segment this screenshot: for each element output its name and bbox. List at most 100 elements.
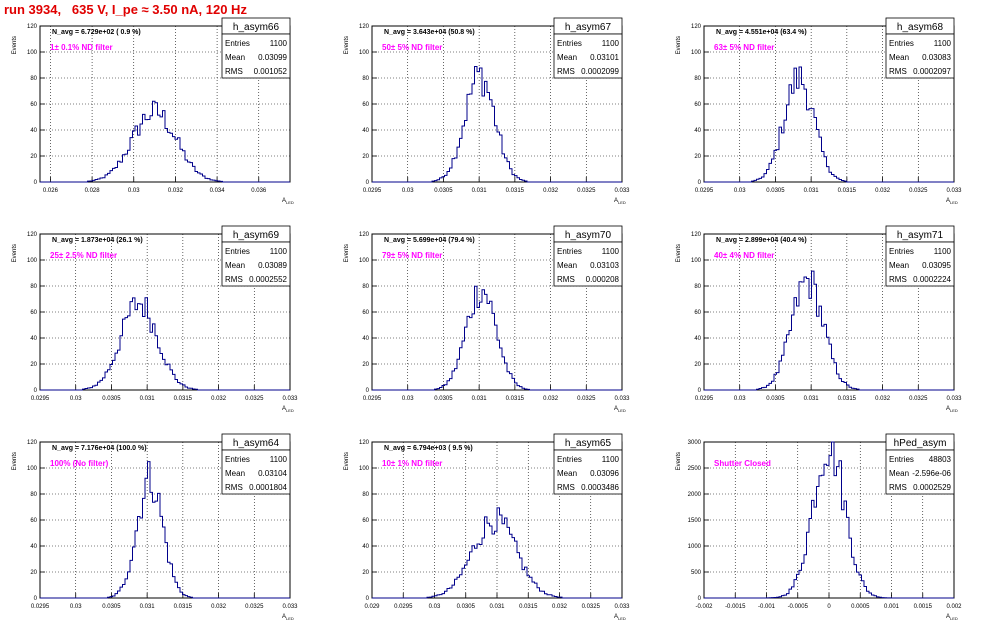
y-axis-label: Events [12, 244, 18, 262]
n-avg-label: N_avg = 3.643e+04 (50.8 %) [384, 29, 475, 36]
histogram-series [704, 66, 954, 183]
x-tick-label: 0.0325 [245, 396, 264, 402]
x-tick-label: 0.0015 [914, 604, 933, 610]
histogram-title: h_asym67 [565, 22, 612, 33]
x-tick-label: 0.031 [140, 604, 156, 610]
histogram-series [40, 461, 290, 599]
stats-value: 0.0003486 [581, 483, 619, 492]
stats-value: 1100 [270, 455, 288, 464]
stats-label: RMS [225, 275, 243, 284]
y-axis-label: Events [12, 452, 18, 470]
x-axis-label: ALED [946, 198, 958, 205]
canvas-title: run 3934, 635 V, I_pe ≈ 3.50 nA, 120 Hz [4, 2, 247, 17]
y-tick-label: 120 [27, 232, 38, 238]
histogram-title: h_asym65 [565, 438, 612, 449]
x-axis-label-sub: LED [950, 200, 958, 205]
y-tick-label: 0 [366, 596, 370, 602]
y-tick-label: 0 [34, 596, 38, 602]
x-axis-label-sub: LED [618, 616, 626, 621]
x-tick-label: 0.03 [429, 604, 441, 610]
y-tick-label: 120 [359, 440, 370, 446]
histogram-series [704, 270, 954, 391]
y-tick-label: 0 [366, 388, 370, 394]
histogram-panel-h_asym66: 0.026 0.028 0.03 0.032 0.034 0.036 0 20 40 60 80 10… [12, 17, 294, 205]
y-tick-label: 100 [691, 50, 702, 56]
n-avg-label: N_avg = 2.899e+04 (40.4 %) [716, 237, 807, 244]
stats-box [221, 449, 291, 495]
histogram-series [372, 507, 622, 599]
stats-value: 0.0002224 [913, 275, 951, 284]
y-tick-label: 80 [30, 76, 37, 82]
n-avg-label: N_avg = 6.729e+02 ( 0.9 %) [52, 29, 141, 36]
x-tick-label: 0.031 [804, 188, 820, 194]
y-tick-label: 20 [30, 154, 37, 160]
x-tick-label: 0.03 [128, 188, 140, 194]
x-axis-label: ALED [946, 406, 958, 413]
x-axis-label: ALED [282, 614, 294, 621]
x-tick-label: 0.0325 [245, 604, 264, 610]
x-tick-label: 0.0295 [31, 604, 50, 610]
y-tick-label: 100 [27, 50, 38, 56]
x-tick-label: 0.0305 [434, 396, 453, 402]
stats-box [553, 241, 623, 287]
y-tick-label: 120 [691, 232, 702, 238]
stats-value: 48803 [929, 455, 952, 464]
y-tick-label: 40 [362, 336, 369, 342]
x-tick-label: 0.0325 [582, 604, 601, 610]
x-tick-label: 0.0295 [363, 396, 382, 402]
stats-box [885, 33, 955, 79]
y-tick-label: 60 [694, 310, 701, 316]
y-tick-label: 40 [30, 544, 37, 550]
x-axis-label: ALED [614, 614, 626, 621]
n-avg-label: N_avg = 6.794e+03 ( 9.5 %) [384, 445, 473, 452]
histogram-panel-h_asym70: 0.0295 0.03 0.0305 0.031 0.0315 0.032 0.0325 0.… [344, 225, 630, 413]
x-tick-label: 0.031 [472, 188, 488, 194]
stats-value: 1100 [270, 247, 288, 256]
stats-value: 1100 [270, 39, 288, 48]
y-tick-label: 0 [34, 180, 38, 186]
y-tick-label: 100 [691, 258, 702, 264]
x-tick-label: 0.0295 [363, 188, 382, 194]
y-tick-label: 120 [27, 440, 38, 446]
histogram-series [372, 285, 622, 391]
stats-label: RMS [225, 483, 243, 492]
histogram-series [704, 441, 954, 599]
x-tick-label: 0.0305 [102, 396, 121, 402]
x-tick-label: 0.0315 [506, 396, 525, 402]
y-tick-label: 60 [362, 102, 369, 108]
y-tick-label: 3000 [688, 440, 702, 446]
y-tick-label: 120 [27, 24, 38, 30]
stats-box [885, 449, 955, 495]
y-tick-label: 1000 [688, 544, 702, 550]
x-tick-label: 0.0315 [174, 604, 193, 610]
stats-label: RMS [889, 275, 907, 284]
x-tick-label: 0.036 [251, 188, 267, 194]
stats-label: Entries [225, 455, 250, 464]
n-avg-label: N_avg = 4.551e+04 (63.4 %) [716, 29, 807, 36]
y-tick-label: 100 [27, 466, 38, 472]
y-tick-label: 60 [694, 102, 701, 108]
stats-label: Mean [889, 53, 909, 62]
y-tick-label: 20 [694, 154, 701, 160]
stats-label: Entries [225, 39, 250, 48]
y-tick-label: 80 [694, 284, 701, 290]
x-tick-label: 0.0305 [766, 396, 785, 402]
stats-label: RMS [557, 275, 575, 284]
y-tick-label: 0 [34, 388, 38, 394]
x-axis-label-sub: LED [286, 200, 294, 205]
stats-label: Mean [557, 53, 577, 62]
filter-annotation: 100% (No filter) [50, 459, 109, 468]
y-tick-label: 100 [27, 258, 38, 264]
y-tick-label: 1500 [688, 518, 702, 524]
x-tick-label: 0.0305 [766, 188, 785, 194]
x-tick-label: 0.028 [85, 188, 101, 194]
stats-label: Mean [557, 261, 577, 270]
x-tick-label: 0.033 [614, 604, 630, 610]
stats-value: 0.03083 [922, 53, 951, 62]
stats-value: 0.0002552 [249, 275, 287, 284]
y-axis-label: Events [12, 36, 18, 54]
y-tick-label: 80 [362, 76, 369, 82]
stats-label: RMS [557, 483, 575, 492]
stats-value: 1100 [602, 247, 620, 256]
y-tick-label: 80 [30, 492, 37, 498]
